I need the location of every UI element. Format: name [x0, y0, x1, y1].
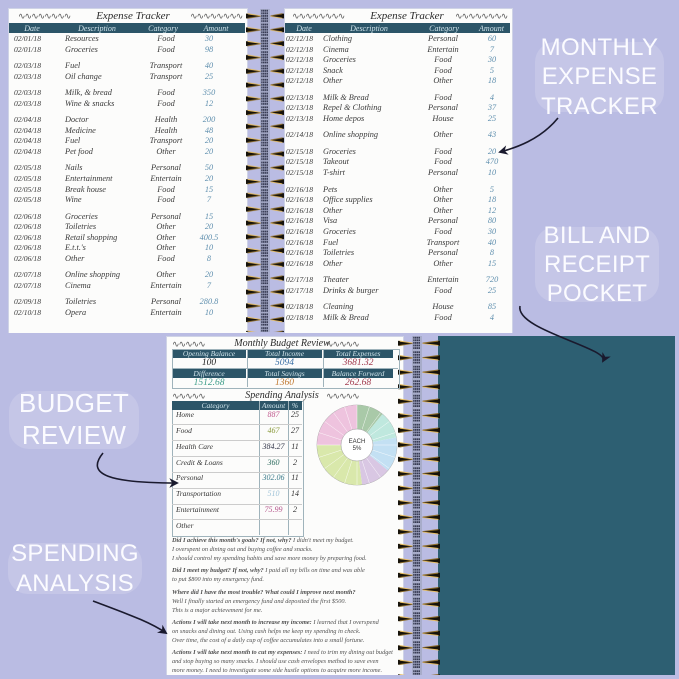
svg-text:5%: 5%	[353, 446, 362, 452]
svg-text:EACH: EACH	[349, 439, 366, 445]
